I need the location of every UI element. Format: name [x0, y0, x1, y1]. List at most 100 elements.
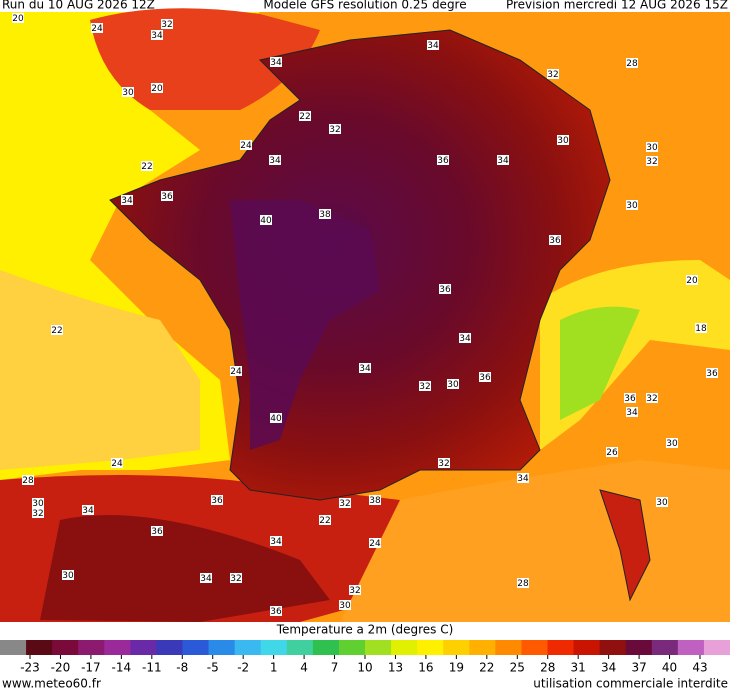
contour-label: 26	[606, 448, 618, 458]
label-box	[151, 526, 163, 536]
color-swatch	[521, 640, 548, 655]
contour-label: 36	[151, 527, 163, 537]
colorbar-title: Temperature a 2m (degres C)	[276, 623, 454, 637]
label-box	[230, 366, 242, 376]
contour-label: 32	[646, 394, 657, 404]
contour-label: 34	[497, 156, 509, 166]
contour-label: 30	[666, 439, 678, 449]
label-box	[646, 156, 658, 166]
corsica	[599, 489, 651, 602]
contour-label: 34	[269, 156, 281, 166]
label-box	[319, 209, 331, 219]
contour-label: 34	[82, 506, 94, 516]
contour-label: 20	[151, 84, 163, 94]
contour-label: 32	[339, 499, 350, 509]
label-box	[497, 155, 509, 165]
label-box	[626, 200, 638, 210]
tick-label: -14	[112, 661, 132, 675]
label-box	[656, 497, 668, 507]
contour-label: 28	[22, 476, 34, 486]
tick-label: -20	[51, 661, 71, 675]
contour-label: 30	[32, 499, 44, 509]
contour-label: 28	[517, 579, 529, 589]
label-box	[270, 536, 282, 546]
contour-label: 30	[646, 143, 658, 153]
contour-label: 34	[359, 364, 371, 374]
contour-label: 34	[517, 474, 529, 484]
label-box	[427, 40, 439, 50]
contour-label: 24	[230, 367, 242, 377]
contour-label: 38	[369, 496, 381, 506]
color-swatch	[182, 640, 210, 655]
label-box	[349, 585, 361, 595]
color-swatch	[599, 640, 627, 655]
contour-label: 32	[419, 382, 430, 392]
label-box	[299, 111, 311, 121]
color-swatch	[52, 640, 79, 655]
contour-label: 34	[427, 41, 439, 51]
label-box	[121, 195, 133, 205]
color-swatch	[0, 640, 27, 655]
iberia-hot	[40, 515, 330, 622]
contour-label: 30	[656, 498, 668, 508]
contour-label: 34	[121, 196, 133, 206]
tick-label: 37	[631, 661, 646, 675]
tick-label: 13	[388, 661, 403, 675]
contour-label: 30	[122, 88, 134, 98]
contour-label: 32	[646, 157, 657, 167]
color-swatch	[104, 640, 131, 655]
contour-label: 30	[557, 136, 569, 146]
color-swatch	[365, 640, 392, 655]
color-swatch	[208, 640, 236, 655]
label-box	[339, 498, 351, 508]
label-box	[626, 407, 638, 417]
tick-label: -5	[207, 661, 219, 675]
label-box	[269, 155, 281, 165]
label-box	[151, 83, 163, 93]
contour-label: 32	[438, 459, 449, 469]
label-box	[695, 323, 707, 333]
contour-label: 30	[447, 380, 459, 390]
label-box	[437, 155, 449, 165]
tick-label: 31	[571, 661, 586, 675]
tick-label: 25	[510, 661, 525, 675]
contour-label: 34	[626, 408, 638, 418]
label-box	[32, 498, 44, 508]
label-box	[359, 363, 371, 373]
contour-label: 34	[270, 537, 282, 547]
contour-label: 20	[12, 14, 24, 24]
contour-label: 22	[299, 112, 310, 122]
label-box	[319, 515, 331, 525]
contour-label: 30	[626, 201, 638, 211]
color-swatch	[78, 640, 105, 655]
label-box	[62, 570, 74, 580]
contour-label: 20	[686, 276, 698, 286]
contour-label: 24	[111, 459, 123, 469]
contour-label: 34	[151, 31, 163, 41]
label-box	[686, 275, 698, 285]
run-label: Run du 10 AUG 2026 12Z	[2, 0, 155, 12]
label-box	[151, 30, 163, 40]
contour-label: 36	[161, 192, 173, 202]
contour-label: 22	[51, 326, 62, 336]
contour-label: 36	[439, 285, 451, 295]
hot-core	[230, 200, 380, 450]
label-box	[240, 140, 252, 150]
color-swatch	[677, 640, 705, 655]
label-box	[91, 23, 103, 33]
site-label: www.meteo60.fr	[2, 677, 101, 691]
contour-label: 32	[32, 509, 43, 519]
contour-label: 32	[161, 20, 172, 30]
contour-label: 36	[437, 156, 449, 166]
color-swatch	[26, 640, 53, 655]
label-box	[646, 393, 658, 403]
color-swatch	[625, 640, 653, 655]
tick-label: 10	[357, 661, 372, 675]
tick-label: 22	[479, 661, 494, 675]
color-swatch	[338, 640, 366, 655]
color-swatch	[286, 640, 314, 655]
contour-label: 32	[230, 574, 241, 584]
